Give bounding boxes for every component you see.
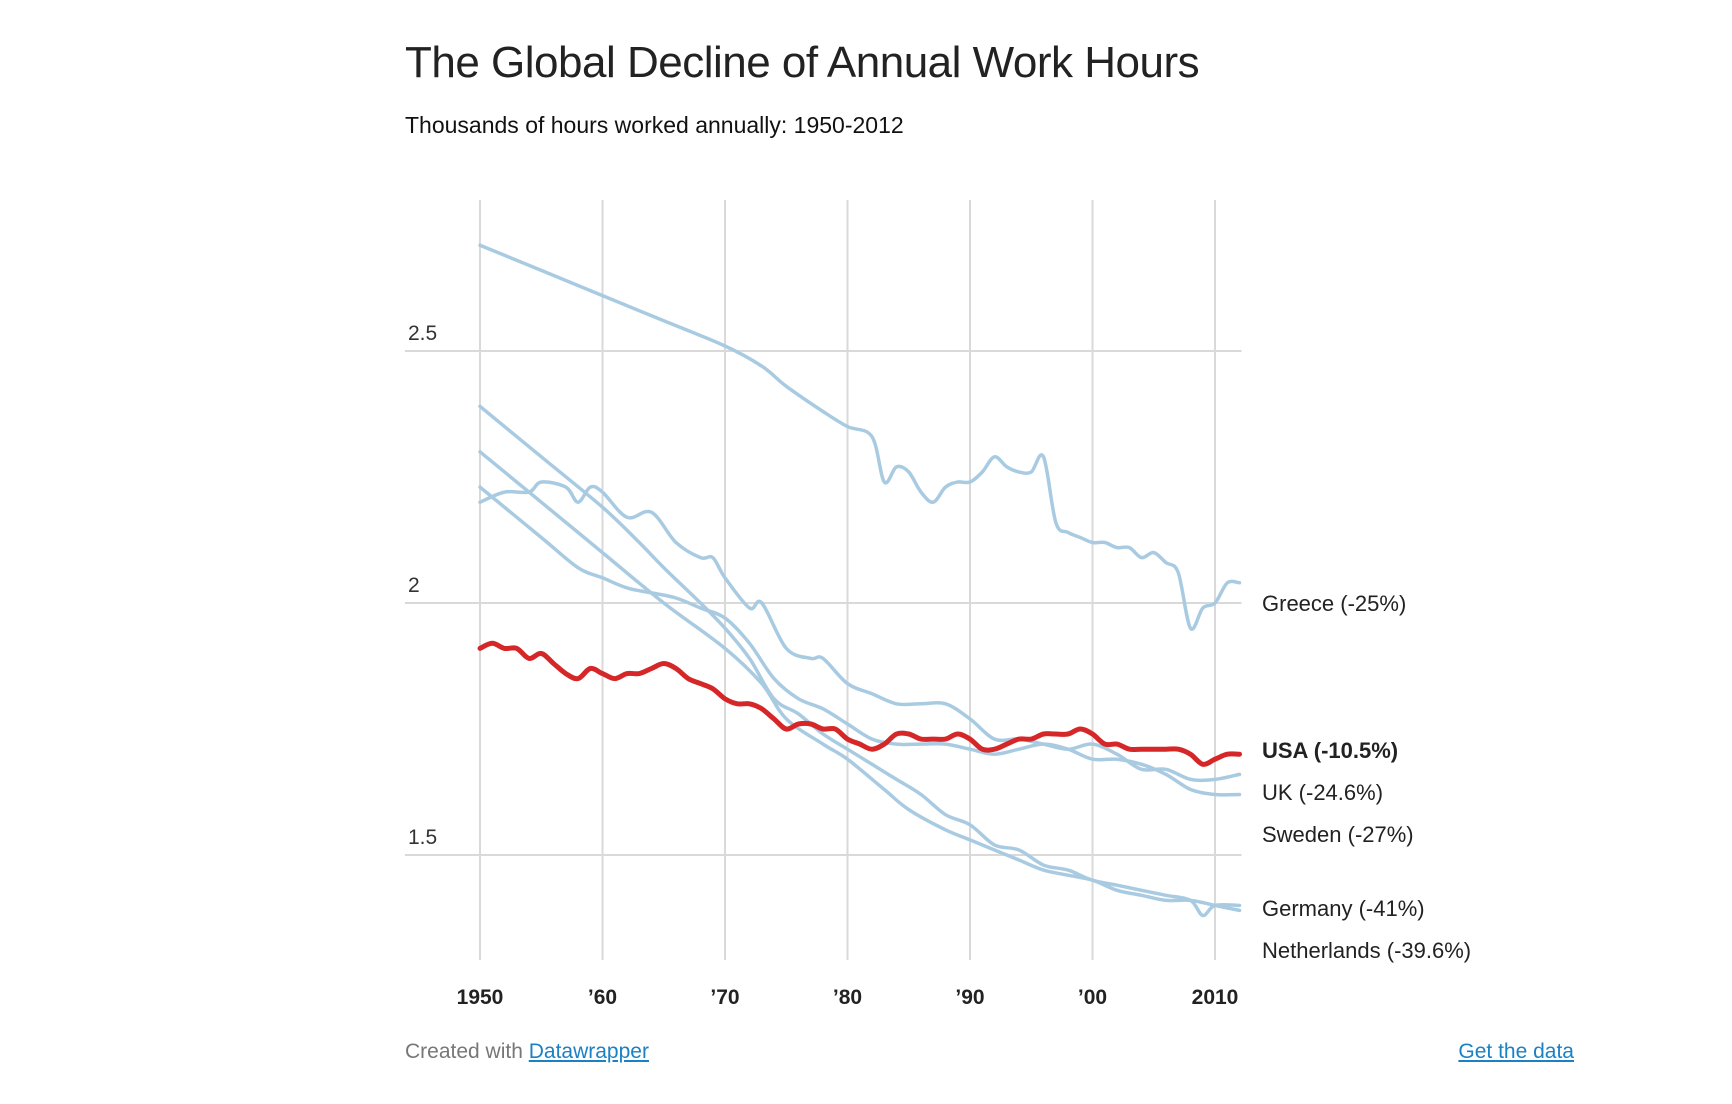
y-tick-label: 1.5 bbox=[408, 826, 437, 849]
series-line-greece bbox=[478, 243, 1242, 631]
x-tick-label: ’80 bbox=[833, 986, 862, 1009]
series-label-netherlands: Netherlands (-39.6%) bbox=[1262, 938, 1471, 963]
series-line-germany bbox=[478, 404, 1242, 918]
chart-title: The Global Decline of Annual Work Hours bbox=[405, 38, 1200, 87]
chart-subtitle: Thousands of hours worked annually: 1950… bbox=[405, 112, 904, 138]
x-tick-label: ’00 bbox=[1078, 986, 1107, 1009]
y-tick-label: 2 bbox=[408, 574, 420, 597]
series-label-usa: USA (-10.5%) bbox=[1262, 738, 1398, 763]
footer-credit: Created with Datawrapper bbox=[405, 1040, 649, 1064]
series-lines bbox=[477, 243, 1242, 918]
series-label-greece: Greece (-25%) bbox=[1262, 591, 1406, 616]
grid bbox=[405, 200, 1242, 960]
x-tick-label: ’90 bbox=[955, 986, 984, 1009]
datawrapper-link[interactable]: Datawrapper bbox=[528, 1040, 649, 1063]
series-line-uk bbox=[478, 480, 1242, 783]
series-line-netherlands bbox=[478, 450, 1242, 913]
x-tick-label: 1950 bbox=[457, 986, 504, 1009]
axes: 1950 ’60 ’70 ’80 ’90 ’00 2010 1.5 2 2.5 bbox=[408, 322, 1238, 1009]
series-label-germany: Germany (-41%) bbox=[1262, 896, 1425, 921]
get-data-link[interactable]: Get the data bbox=[1458, 1040, 1574, 1063]
series-label-sweden: Sweden (-27%) bbox=[1262, 822, 1414, 847]
created-with-text: Created with bbox=[405, 1040, 529, 1063]
x-tick-label: 2010 bbox=[1192, 986, 1239, 1009]
series-line-usa bbox=[477, 640, 1242, 767]
series-labels: Greece (-25%) UK (-24.6%) Sweden (-27%) USA… bbox=[1262, 591, 1471, 963]
series-label-uk: UK (-24.6%) bbox=[1262, 780, 1383, 805]
x-tick-label: ’70 bbox=[710, 986, 739, 1009]
x-tick-label: ’60 bbox=[588, 986, 617, 1009]
y-tick-label: 2.5 bbox=[408, 322, 437, 345]
